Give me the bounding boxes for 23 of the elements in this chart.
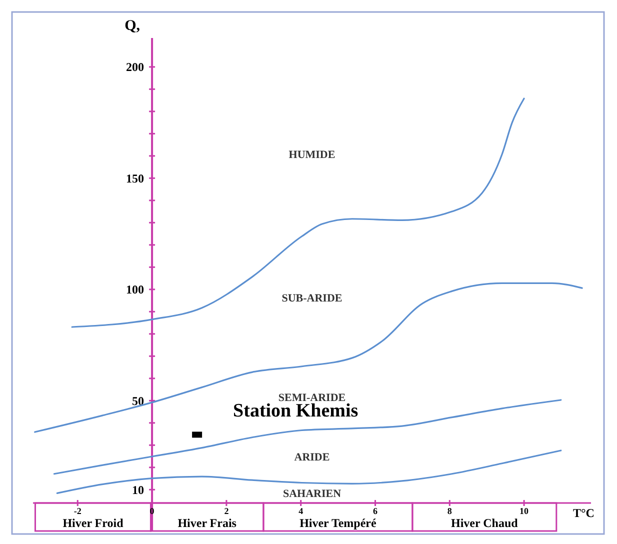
x-tick-label: 6 bbox=[372, 506, 378, 516]
text: Hiver Chaud bbox=[451, 516, 518, 530]
x-tick-label: 4 bbox=[298, 506, 304, 516]
y-tick-label: 150 bbox=[126, 171, 144, 186]
annotation: SAHARIEN bbox=[282, 488, 342, 500]
annotation: SUB-ARIDE bbox=[282, 292, 342, 304]
x-tick-label: 2 bbox=[224, 506, 230, 516]
x-tick-label: 10 bbox=[520, 506, 530, 516]
text: Hiver Froid bbox=[62, 516, 124, 530]
y-tick-label: 50 bbox=[132, 394, 144, 408]
annotation: HUMIDE bbox=[288, 148, 336, 161]
y-tick-label: 10 bbox=[132, 482, 144, 497]
annotation: ARIDE bbox=[294, 451, 330, 464]
text: Hiver Tempéré bbox=[300, 516, 377, 530]
x-tick-label: -2 bbox=[74, 506, 82, 516]
y-tick-label: 200 bbox=[126, 60, 144, 74]
y-tick-label: 100 bbox=[126, 282, 144, 297]
x-axis-title: T°C bbox=[573, 506, 594, 520]
y-axis-title: Q, bbox=[124, 18, 140, 34]
x-tick-label: 8 bbox=[447, 506, 452, 516]
line-series bbox=[71, 98, 525, 328]
text: Hiver Frais bbox=[178, 516, 237, 530]
line-series bbox=[34, 282, 583, 433]
